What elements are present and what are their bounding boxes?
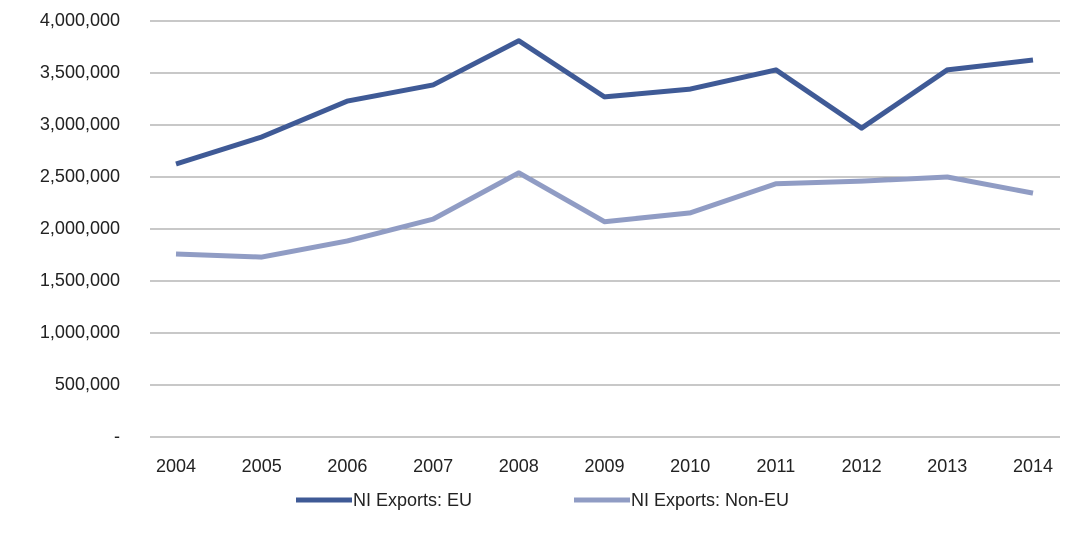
y-tick-label: 3,500,000 xyxy=(40,62,120,82)
x-tick-label: 2006 xyxy=(327,456,367,476)
x-tick-label: 2011 xyxy=(757,456,796,476)
y-tick-label: 2,000,000 xyxy=(40,218,120,238)
series-line xyxy=(175,38,1034,167)
legend-label: NI Exports: Non-EU xyxy=(631,490,789,510)
y-tick-label: 1,500,000 xyxy=(40,270,120,290)
x-tick-label: 2005 xyxy=(242,456,282,476)
x-tick-label: 2014 xyxy=(1013,456,1053,476)
y-tick-label: 1,000,000 xyxy=(40,322,120,342)
y-tick-label: 500,000 xyxy=(55,374,120,394)
y-tick-label: 3,000,000 xyxy=(40,114,120,134)
y-tick-label: 2,500,000 xyxy=(40,166,120,186)
x-tick-label: 2010 xyxy=(670,456,710,476)
y-tick-label: 4,000,000 xyxy=(40,10,120,30)
x-tick-label: 2012 xyxy=(842,456,882,476)
legend-label: NI Exports: EU xyxy=(353,490,472,510)
x-tick-label: 2007 xyxy=(413,456,453,476)
x-tick-label: 2013 xyxy=(927,456,967,476)
x-tick-label: 2009 xyxy=(584,456,624,476)
x-tick-label: 2008 xyxy=(499,456,539,476)
x-tick-label: 2004 xyxy=(156,456,196,476)
series-line xyxy=(175,170,1034,260)
y-tick-label: - xyxy=(114,426,120,446)
